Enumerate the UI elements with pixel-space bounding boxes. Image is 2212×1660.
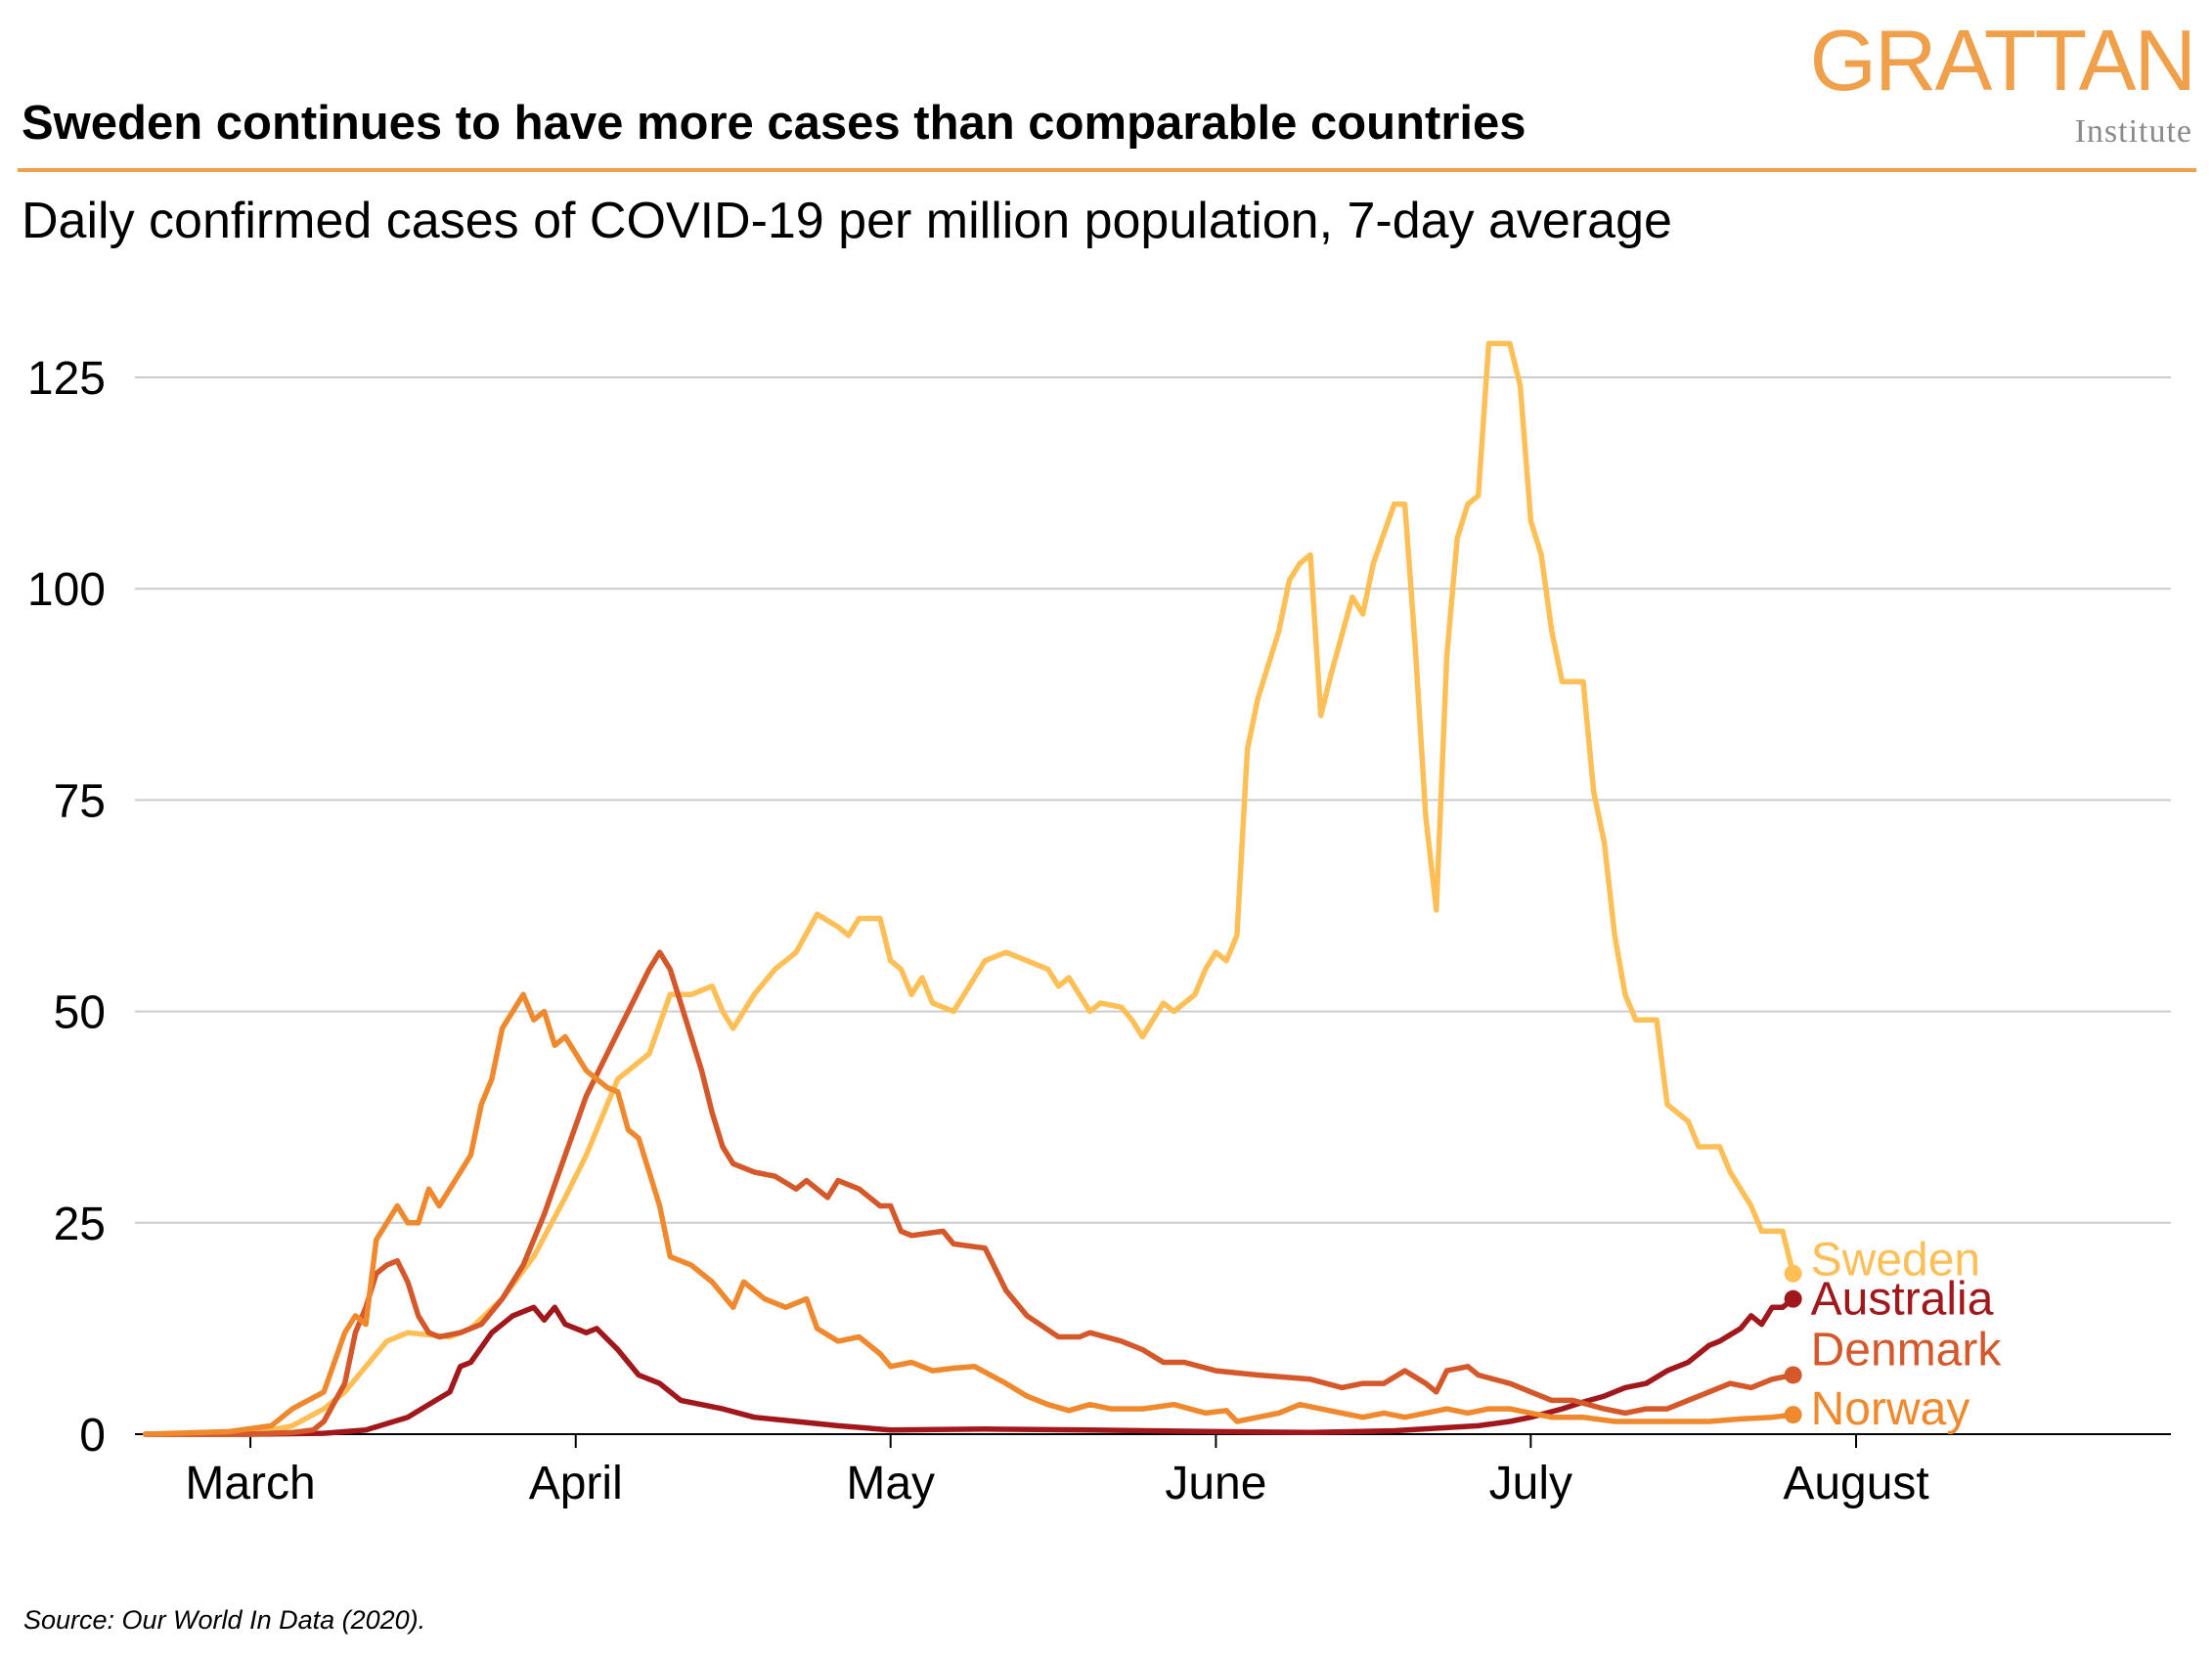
y-tick-label: 100 (27, 564, 106, 616)
series-label-australia: Australia (1811, 1274, 1994, 1326)
logo-subtitle: Institute (2074, 113, 2192, 150)
chart-title: Sweden continues to have more cases than… (22, 97, 1526, 150)
y-tick-label: 0 (79, 1410, 106, 1462)
series-end-dot-denmark (1784, 1366, 1802, 1384)
source-note: Source: Our World In Data (2020). (23, 1605, 426, 1635)
series-line-denmark (142, 949, 1796, 1437)
axes: 0 25 50 75 100 125 March April May June July August (27, 353, 2171, 1509)
series-end-dot-sweden (1784, 1264, 1802, 1283)
series-end-dot-norway (1784, 1406, 1802, 1424)
series-line-australia (142, 1295, 1796, 1437)
series-label-sweden: Sweden (1811, 1235, 1980, 1287)
gridlines (135, 376, 2171, 1224)
series-lines (142, 340, 1802, 1437)
series-line-sweden (142, 340, 1796, 1437)
y-tick-label: 25 (54, 1199, 106, 1250)
series-end-dot-australia (1784, 1289, 1802, 1308)
x-tick-label: May (846, 1458, 935, 1509)
x-tick-label: July (1489, 1458, 1572, 1509)
title-divider (18, 168, 2196, 172)
chart-subtitle: Daily confirmed cases of COVID-19 per mi… (22, 193, 1672, 249)
y-tick-label: 50 (54, 987, 106, 1039)
grattan-logo: GRATTAN Institute (1809, 12, 2196, 151)
series-label-denmark: Denmark (1811, 1324, 2003, 1376)
series-line-norway (142, 991, 1796, 1437)
series-label-norway: Norway (1811, 1383, 1970, 1435)
y-tick-label: 75 (54, 775, 106, 827)
x-tick-label: March (185, 1458, 315, 1509)
x-tick-label: June (1165, 1458, 1266, 1509)
x-tick-label: August (1783, 1458, 1928, 1509)
x-tick-label: April (529, 1458, 623, 1509)
y-tick-label: 125 (27, 353, 106, 405)
logo-wordmark: GRATTAN (1809, 12, 2196, 109)
